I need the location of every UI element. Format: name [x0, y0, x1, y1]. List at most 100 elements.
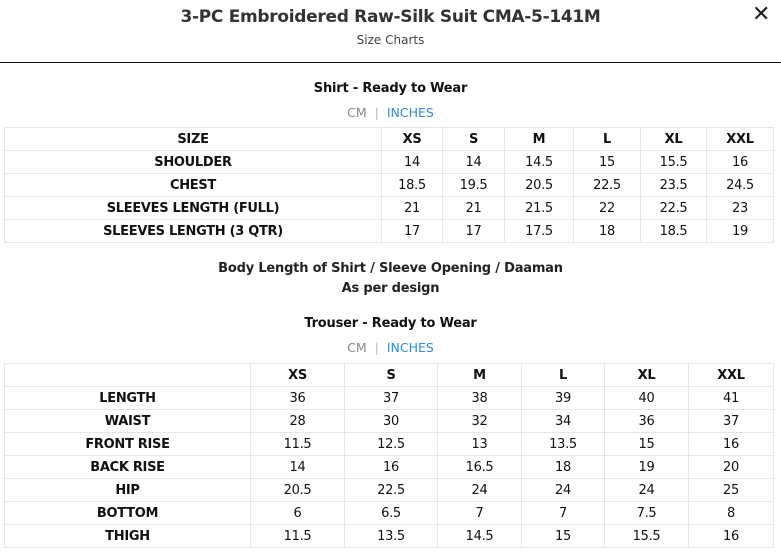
table-cell: 17 [442, 219, 505, 243]
table-cell: 15 [573, 150, 641, 174]
column-header: S [344, 363, 438, 387]
column-header: XXL [706, 127, 774, 151]
table-row: FRONT RISE 11.5 12.5 13 13.5 15 16 [4, 432, 774, 456]
table-cell: 19.5 [442, 173, 505, 197]
table-cell: 15 [521, 524, 605, 548]
table-cell: 22 [573, 196, 641, 220]
row-label: THIGH [4, 524, 251, 548]
column-header: SIZE [4, 127, 382, 151]
table-cell: 23 [706, 196, 774, 220]
modal-subtitle: Size Charts [356, 33, 425, 47]
table-cell: 20.5 [504, 173, 574, 197]
row-label: LENGTH [4, 386, 251, 410]
table-cell: 23.5 [640, 173, 707, 197]
modal-title: 3-PC Embroidered Raw-Silk Suit CMA-5-141… [180, 7, 601, 27]
row-label: WAIST [4, 409, 251, 433]
table-cell: 24 [521, 478, 605, 502]
table-header-row: SIZE XS S M L XL XXL [4, 127, 774, 151]
shirt-unit-toggle: CM | INCHES [0, 105, 781, 120]
table-cell: 18 [521, 455, 605, 479]
table-row: SLEEVES LENGTH (FULL) 21 21 21.5 22 22.5 23 [4, 196, 774, 220]
column-header: XS [381, 127, 443, 151]
table-cell: 22.5 [573, 173, 641, 197]
table-cell: 14.5 [504, 150, 574, 174]
table-row: LENGTH 36 37 38 39 40 41 [4, 386, 774, 410]
table-cell: 24.5 [706, 173, 774, 197]
table-cell: 41 [688, 386, 774, 410]
table-row: BOTTOM 6 6.5 7 7 7.5 8 [4, 501, 774, 525]
table-cell: 36 [604, 409, 689, 433]
table-cell: 15.5 [604, 524, 689, 548]
row-label: SLEEVES LENGTH (FULL) [4, 196, 382, 220]
trouser-size-table: XS S M L XL XXL LENGTH 36 37 38 39 40 41 WAIST 28 30 32 3… [4, 363, 774, 548]
table-cell: 37 [688, 409, 774, 433]
column-header: XL [640, 127, 707, 151]
table-cell: 21.5 [504, 196, 574, 220]
header-divider [0, 62, 781, 63]
row-label: SHOULDER [4, 150, 382, 174]
table-row: BACK RISE 14 16 16.5 18 19 20 [4, 455, 774, 479]
table-cell: 20.5 [250, 478, 345, 502]
table-cell: 13 [437, 432, 522, 456]
table-cell: 20 [688, 455, 774, 479]
table-cell: 14.5 [437, 524, 522, 548]
table-cell: 22.5 [344, 478, 438, 502]
table-header-row: XS S M L XL XXL [4, 363, 774, 387]
trouser-inches-tab[interactable]: INCHES [386, 340, 434, 355]
row-label: FRONT RISE [4, 432, 251, 456]
table-cell: 18.5 [640, 219, 707, 243]
table-cell: 12.5 [344, 432, 438, 456]
shirt-size-table: SIZE XS S M L XL XXL SHOULDER 14 14 14.5 15 15.5 16 CH… [4, 127, 774, 243]
shirt-inches-tab[interactable]: INCHES [386, 105, 434, 120]
row-label: BOTTOM [4, 501, 251, 525]
table-cell: 25 [688, 478, 774, 502]
table-row: HIP 20.5 22.5 24 24 24 25 [4, 478, 774, 502]
column-header: M [437, 363, 522, 387]
table-cell: 13.5 [521, 432, 605, 456]
table-cell: 11.5 [250, 432, 345, 456]
table-cell: 24 [604, 478, 689, 502]
trouser-section-title: Trouser - Ready to Wear [304, 316, 477, 331]
shirt-section-title: Shirt - Ready to Wear [313, 81, 468, 96]
table-cell: 21 [442, 196, 505, 220]
row-label: BACK RISE [4, 455, 251, 479]
table-cell: 39 [521, 386, 605, 410]
table-cell: 17.5 [504, 219, 574, 243]
close-icon[interactable]: ✕ [752, 2, 771, 27]
table-cell: 28 [250, 409, 345, 433]
trouser-cm-tab[interactable]: CM [347, 340, 367, 355]
table-cell: 16 [706, 150, 774, 174]
table-cell: 6.5 [344, 501, 438, 525]
unit-separator: | [374, 340, 379, 355]
table-cell: 18.5 [381, 173, 443, 197]
table-row: CHEST 18.5 19.5 20.5 22.5 23.5 24.5 [4, 173, 774, 197]
column-header: M [504, 127, 574, 151]
table-row: WAIST 28 30 32 34 36 37 [4, 409, 774, 433]
table-cell: 14 [381, 150, 443, 174]
column-header: XXL [688, 363, 774, 387]
as-per-design-note: As per design [341, 281, 440, 296]
table-cell: 17 [381, 219, 443, 243]
column-header: L [573, 127, 641, 151]
column-header: L [521, 363, 605, 387]
column-header: XS [250, 363, 345, 387]
unit-separator: | [374, 105, 379, 120]
table-cell: 15.5 [640, 150, 707, 174]
table-cell: 21 [381, 196, 443, 220]
table-cell: 18 [573, 219, 641, 243]
table-cell: 16 [688, 524, 774, 548]
shirt-cm-tab[interactable]: CM [347, 105, 367, 120]
table-cell: 15 [604, 432, 689, 456]
table-cell: 36 [250, 386, 345, 410]
body-length-note: Body Length of Shirt / Sleeve Opening / … [218, 261, 563, 276]
table-cell: 32 [437, 409, 522, 433]
table-cell: 19 [604, 455, 689, 479]
row-label: SLEEVES LENGTH (3 QTR) [4, 219, 382, 243]
table-cell: 7.5 [604, 501, 689, 525]
table-cell: 14 [250, 455, 345, 479]
row-label: HIP [4, 478, 251, 502]
row-label: CHEST [4, 173, 382, 197]
table-row: SHOULDER 14 14 14.5 15 15.5 16 [4, 150, 774, 174]
table-cell: 8 [688, 501, 774, 525]
table-cell: 40 [604, 386, 689, 410]
